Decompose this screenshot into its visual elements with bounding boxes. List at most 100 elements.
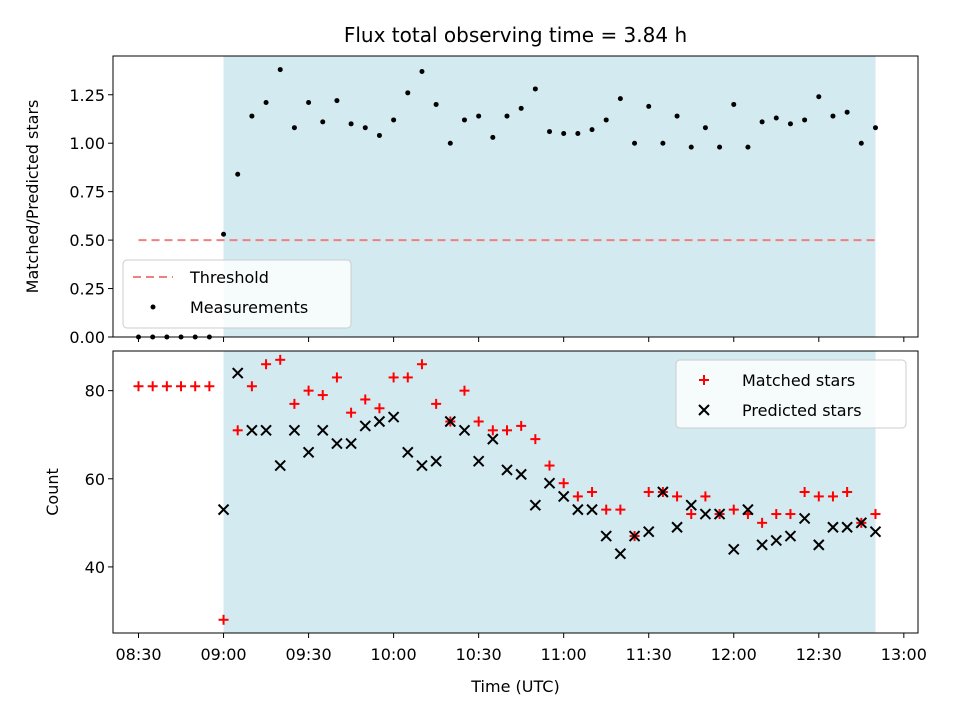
measurement-point	[674, 113, 680, 119]
matched-star-point	[785, 509, 796, 520]
predicted-star-point	[643, 525, 655, 538]
ratio-legend-box	[122, 259, 352, 329]
predicted-star-point	[359, 420, 371, 432]
matched-star-point	[275, 354, 286, 365]
measurement-point	[547, 129, 553, 135]
predicted-star-point	[628, 530, 641, 542]
predicted-star-point	[288, 424, 301, 437]
matched-star-point	[161, 381, 172, 392]
matched-star-point	[289, 398, 300, 409]
matched-star-point	[317, 390, 328, 401]
predicted-star-point	[302, 446, 315, 459]
predicted-star-point	[699, 508, 712, 520]
measurement-point	[306, 100, 312, 106]
predicted-star-point	[657, 486, 669, 498]
matched-star-point	[374, 403, 385, 414]
matched-star-point	[246, 381, 257, 392]
predicted-star-point	[387, 411, 400, 423]
measurement-point	[773, 115, 779, 121]
matched-star-point	[516, 420, 527, 431]
matched-star-point	[757, 517, 768, 528]
measurement-point	[660, 140, 666, 146]
matched-star-point	[190, 381, 201, 392]
x-axis-label: Time (UTC)	[470, 677, 559, 696]
ratio-y-tick-label: 0.25	[69, 280, 105, 299]
measurement-point	[490, 134, 496, 140]
x-tick-label: 10:30	[456, 645, 502, 664]
ratio-y-tick-label: 1.00	[69, 134, 105, 153]
matched-star-point	[558, 478, 569, 489]
measurement-point	[561, 131, 567, 137]
predicted-star-point	[430, 455, 442, 467]
measurement-point	[263, 100, 269, 106]
predicted-star-point	[487, 433, 499, 445]
measurement-point	[447, 140, 453, 146]
measurement-point	[816, 94, 822, 100]
predicted-star-point	[246, 424, 258, 437]
predicted-star-point	[841, 521, 853, 533]
matched-star-point	[700, 491, 711, 502]
matched-star-point	[416, 359, 427, 370]
measurement-point	[376, 132, 382, 138]
count-y-tick-label: 40	[85, 558, 105, 577]
predicted-star-point	[529, 499, 542, 511]
predicted-star-point	[756, 539, 768, 551]
x-tick-label: 11:00	[541, 645, 587, 664]
measurement-point	[504, 113, 510, 119]
measurement-point	[646, 103, 652, 109]
count-y-tick-label: 80	[85, 382, 105, 401]
matched-star-point	[487, 425, 498, 436]
ratio-axes: 0.00 0.25 0.50 0.75 1.00 1.25 Flux total obse…	[23, 23, 919, 347]
matched-star-point	[133, 381, 144, 392]
measurement-point	[433, 101, 439, 107]
predicted-star-point	[770, 534, 782, 547]
predicted-star-point	[260, 424, 272, 437]
predicted-star-point	[827, 521, 839, 533]
predicted-star-point	[671, 521, 683, 533]
predicted-star-point	[472, 455, 485, 467]
predicted-star-point	[416, 459, 428, 472]
measurement-point	[249, 113, 255, 119]
measurement-point	[603, 117, 609, 123]
matched-star-point	[572, 491, 583, 502]
x-tick-label: 11:30	[626, 645, 672, 664]
measurement-point	[858, 140, 864, 146]
measurement-point	[872, 125, 878, 131]
predicted-star-point	[728, 543, 740, 555]
matched-star-point	[601, 504, 612, 515]
measurement-point	[476, 113, 482, 119]
predicted-star-point	[232, 367, 244, 379]
predicted-star-point	[784, 530, 797, 542]
predicted-star-point	[515, 468, 527, 481]
count-legend-box	[675, 359, 907, 429]
matched-star-point	[544, 460, 555, 471]
ratio-y-tick-label: 0.00	[69, 328, 105, 347]
matched-star-point	[643, 487, 654, 497]
measurement-point	[617, 96, 623, 102]
matched-star-point	[360, 394, 371, 405]
matched-star-point	[501, 425, 512, 436]
matched-star-point	[827, 491, 838, 502]
matched-star-point	[870, 509, 881, 520]
count-y-tick-label: 60	[85, 470, 105, 489]
predicted-star-point	[798, 512, 811, 525]
legend-plus-marker	[699, 375, 709, 385]
predicted-star-point	[685, 499, 697, 511]
measurement-point	[844, 109, 850, 115]
matched-star-point	[261, 359, 272, 370]
predicted-star-point	[373, 415, 386, 428]
predicted-star-point	[402, 446, 414, 459]
predicted-star-point	[586, 503, 598, 516]
legend-matched-label: Matched stars	[742, 371, 855, 390]
ratio-y-tick-label: 1.25	[69, 86, 105, 105]
predicted-star-point	[458, 424, 471, 437]
measurement-point	[731, 101, 737, 107]
ratio-y-tick-label: 0.50	[69, 231, 105, 250]
count-axes-frame	[112, 350, 919, 634]
measurement-point	[362, 125, 368, 131]
predicted-star-point	[742, 503, 754, 516]
chart-title: Flux total observing time = 3.84 h	[344, 23, 687, 47]
legend-threshold-label: Threshold	[189, 268, 269, 287]
measurement-point	[702, 125, 708, 131]
